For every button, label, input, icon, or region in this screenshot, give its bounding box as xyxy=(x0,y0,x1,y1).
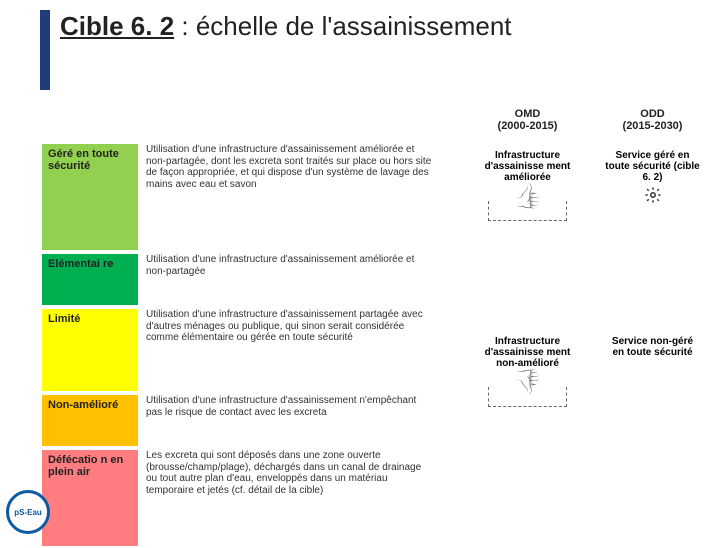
level-desc: Utilisation d'une infrastructure d'assai… xyxy=(140,307,440,393)
logo-text: pS-Eau xyxy=(14,508,42,517)
pseau-logo: pS-Eau xyxy=(6,490,50,534)
table-row: Elémentai re Utilisation d'une infrastru… xyxy=(40,252,440,307)
level-label: Géré en toute sécurité xyxy=(40,142,140,252)
title-bold: Cible 6. 2 xyxy=(60,11,174,41)
level-label: Défécatio n en plein air xyxy=(40,448,140,548)
level-desc: Utilisation d'une infrastructure d'assai… xyxy=(140,142,440,252)
sanitation-ladder-table: Géré en toute sécurité Utilisation d'une… xyxy=(40,142,440,548)
level-desc: Les excreta qui sont déposés dans une zo… xyxy=(140,448,440,548)
slide-title: Cible 6. 2 : échelle de l'assainissement xyxy=(40,10,700,90)
title-accent-bar xyxy=(40,10,50,90)
omd-unimproved-label: Infrastructure d'assainisse ment non-amé… xyxy=(480,336,575,369)
level-desc: Utilisation d'une infrastructure d'assai… xyxy=(140,393,440,448)
table-row: Non-amélioré Utilisation d'une infrastru… xyxy=(40,393,440,448)
thumbs-down-icon: 👎 xyxy=(480,371,575,395)
odd-managed-group: Service géré en toute sécurité (cible 6.… xyxy=(605,150,700,209)
thumbs-up-icon: 👍 xyxy=(480,185,575,209)
gear-icon xyxy=(605,185,700,209)
omd-improved-group: Infrastructure d'assainisse ment amélior… xyxy=(480,150,575,221)
column-header-odd: ODD (2015-2030) xyxy=(605,108,700,132)
level-label: Non-amélioré xyxy=(40,393,140,448)
odd-managed-label: Service géré en toute sécurité (cible 6.… xyxy=(605,150,700,183)
level-desc: Utilisation d'une infrastructure d'assai… xyxy=(140,252,440,307)
odd-unmanaged-label: Service non-géré en toute sécurité xyxy=(605,336,700,358)
level-label: Limité xyxy=(40,307,140,393)
title-rest: : échelle de l'assainissement xyxy=(174,11,511,41)
omd-improved-label: Infrastructure d'assainisse ment amélior… xyxy=(480,150,575,183)
level-label: Elémentai re xyxy=(40,252,140,307)
odd-unmanaged-group: Service non-géré en toute sécurité xyxy=(605,336,700,360)
table-row: Défécatio n en plein air Les excreta qui… xyxy=(40,448,440,548)
table-row: Géré en toute sécurité Utilisation d'une… xyxy=(40,142,440,252)
column-header-omd: OMD (2000-2015) xyxy=(480,108,575,132)
table-row: Limité Utilisation d'une infrastructure … xyxy=(40,307,440,393)
omd-unimproved-group: Infrastructure d'assainisse ment non-amé… xyxy=(480,336,575,407)
title-text: Cible 6. 2 : échelle de l'assainissement xyxy=(60,10,512,43)
